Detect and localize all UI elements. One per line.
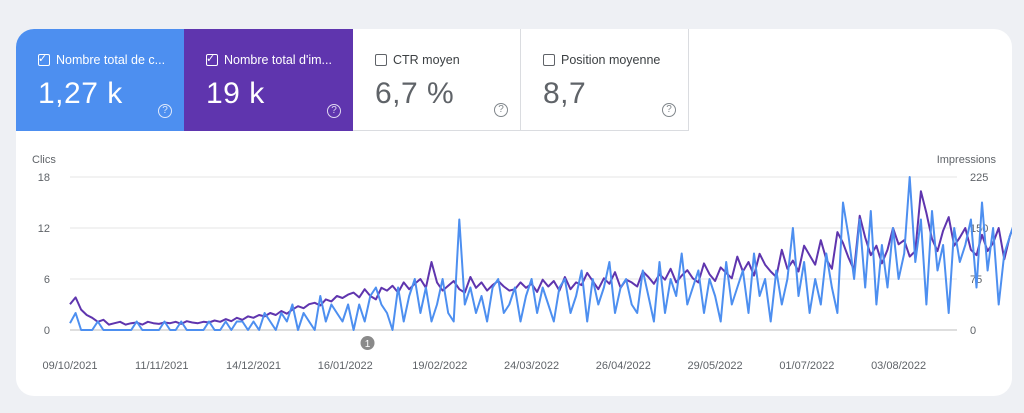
metric-value: 8,7 — [543, 77, 587, 110]
x-tick-label: 01/07/2022 — [779, 360, 834, 372]
metric-value: 19 k — [206, 77, 265, 110]
help-icon[interactable]: ? — [158, 104, 172, 118]
y-left-tick-label: 12 — [38, 223, 50, 235]
checkbox-checked-icon[interactable]: ✓ — [206, 53, 218, 66]
series-line-clics — [69, 176, 1012, 331]
metric-label: Position moyenne — [561, 53, 661, 67]
metric-value: 1,27 k — [38, 77, 123, 110]
metric-total-impressions[interactable]: ✓ Nombre total d'im... 19 k ? — [184, 29, 353, 131]
x-tick-label: 16/01/2022 — [318, 360, 373, 372]
checkbox-unchecked-icon[interactable] — [375, 54, 387, 66]
series — [69, 176, 1012, 331]
x-tick-label: 11/11/2021 — [135, 360, 188, 372]
annotation-label: 1 — [365, 339, 371, 350]
x-tick-label: 26/04/2022 — [596, 360, 651, 372]
metric-value: 6,7 % — [375, 77, 455, 110]
x-tick-label: 09/10/2021 — [42, 360, 97, 372]
y-left-tick-label: 18 — [38, 172, 50, 184]
x-tick-label: 24/03/2022 — [504, 360, 559, 372]
y-right-tick-label: 0 — [970, 325, 976, 337]
performance-chart: Clics Impressions 06121807515022509/10/2… — [32, 154, 1012, 372]
x-tick-label: 29/05/2022 — [688, 360, 743, 372]
help-icon[interactable]: ? — [494, 103, 508, 117]
series-line-impressions — [69, 190, 1012, 326]
y-right-tick-label: 225 — [970, 172, 988, 184]
annotation-marker[interactable] — [360, 336, 375, 350]
annotations: 1 — [360, 336, 375, 350]
checkbox-checked-icon[interactable]: ✓ — [38, 53, 50, 66]
y-axis-left-title: Clics — [32, 154, 56, 166]
metric-label: CTR moyen — [393, 53, 460, 67]
x-tick-label: 03/08/2022 — [871, 360, 926, 372]
performance-card: ✓ Nombre total de c... 1,27 k ? ✓ Nombre… — [16, 29, 1012, 396]
metric-label: Nombre total de c... — [56, 53, 166, 67]
y-left-tick-label: 6 — [44, 274, 50, 286]
metric-label: Nombre total d'im... — [224, 53, 332, 67]
metric-average-ctr[interactable]: CTR moyen 6,7 % ? — [353, 29, 521, 131]
x-tick-label: 14/12/2021 — [226, 360, 281, 372]
x-tick-label: 19/02/2022 — [412, 360, 467, 372]
metric-average-position[interactable]: Position moyenne 8,7 ? — [521, 29, 689, 131]
checkbox-unchecked-icon[interactable] — [543, 54, 555, 66]
metric-total-clicks[interactable]: ✓ Nombre total de c... 1,27 k ? — [16, 29, 184, 131]
y-left-tick-label: 0 — [44, 325, 50, 337]
help-icon[interactable]: ? — [662, 103, 676, 117]
help-icon[interactable]: ? — [327, 104, 341, 118]
y-axis-right-title: Impressions — [937, 154, 997, 166]
